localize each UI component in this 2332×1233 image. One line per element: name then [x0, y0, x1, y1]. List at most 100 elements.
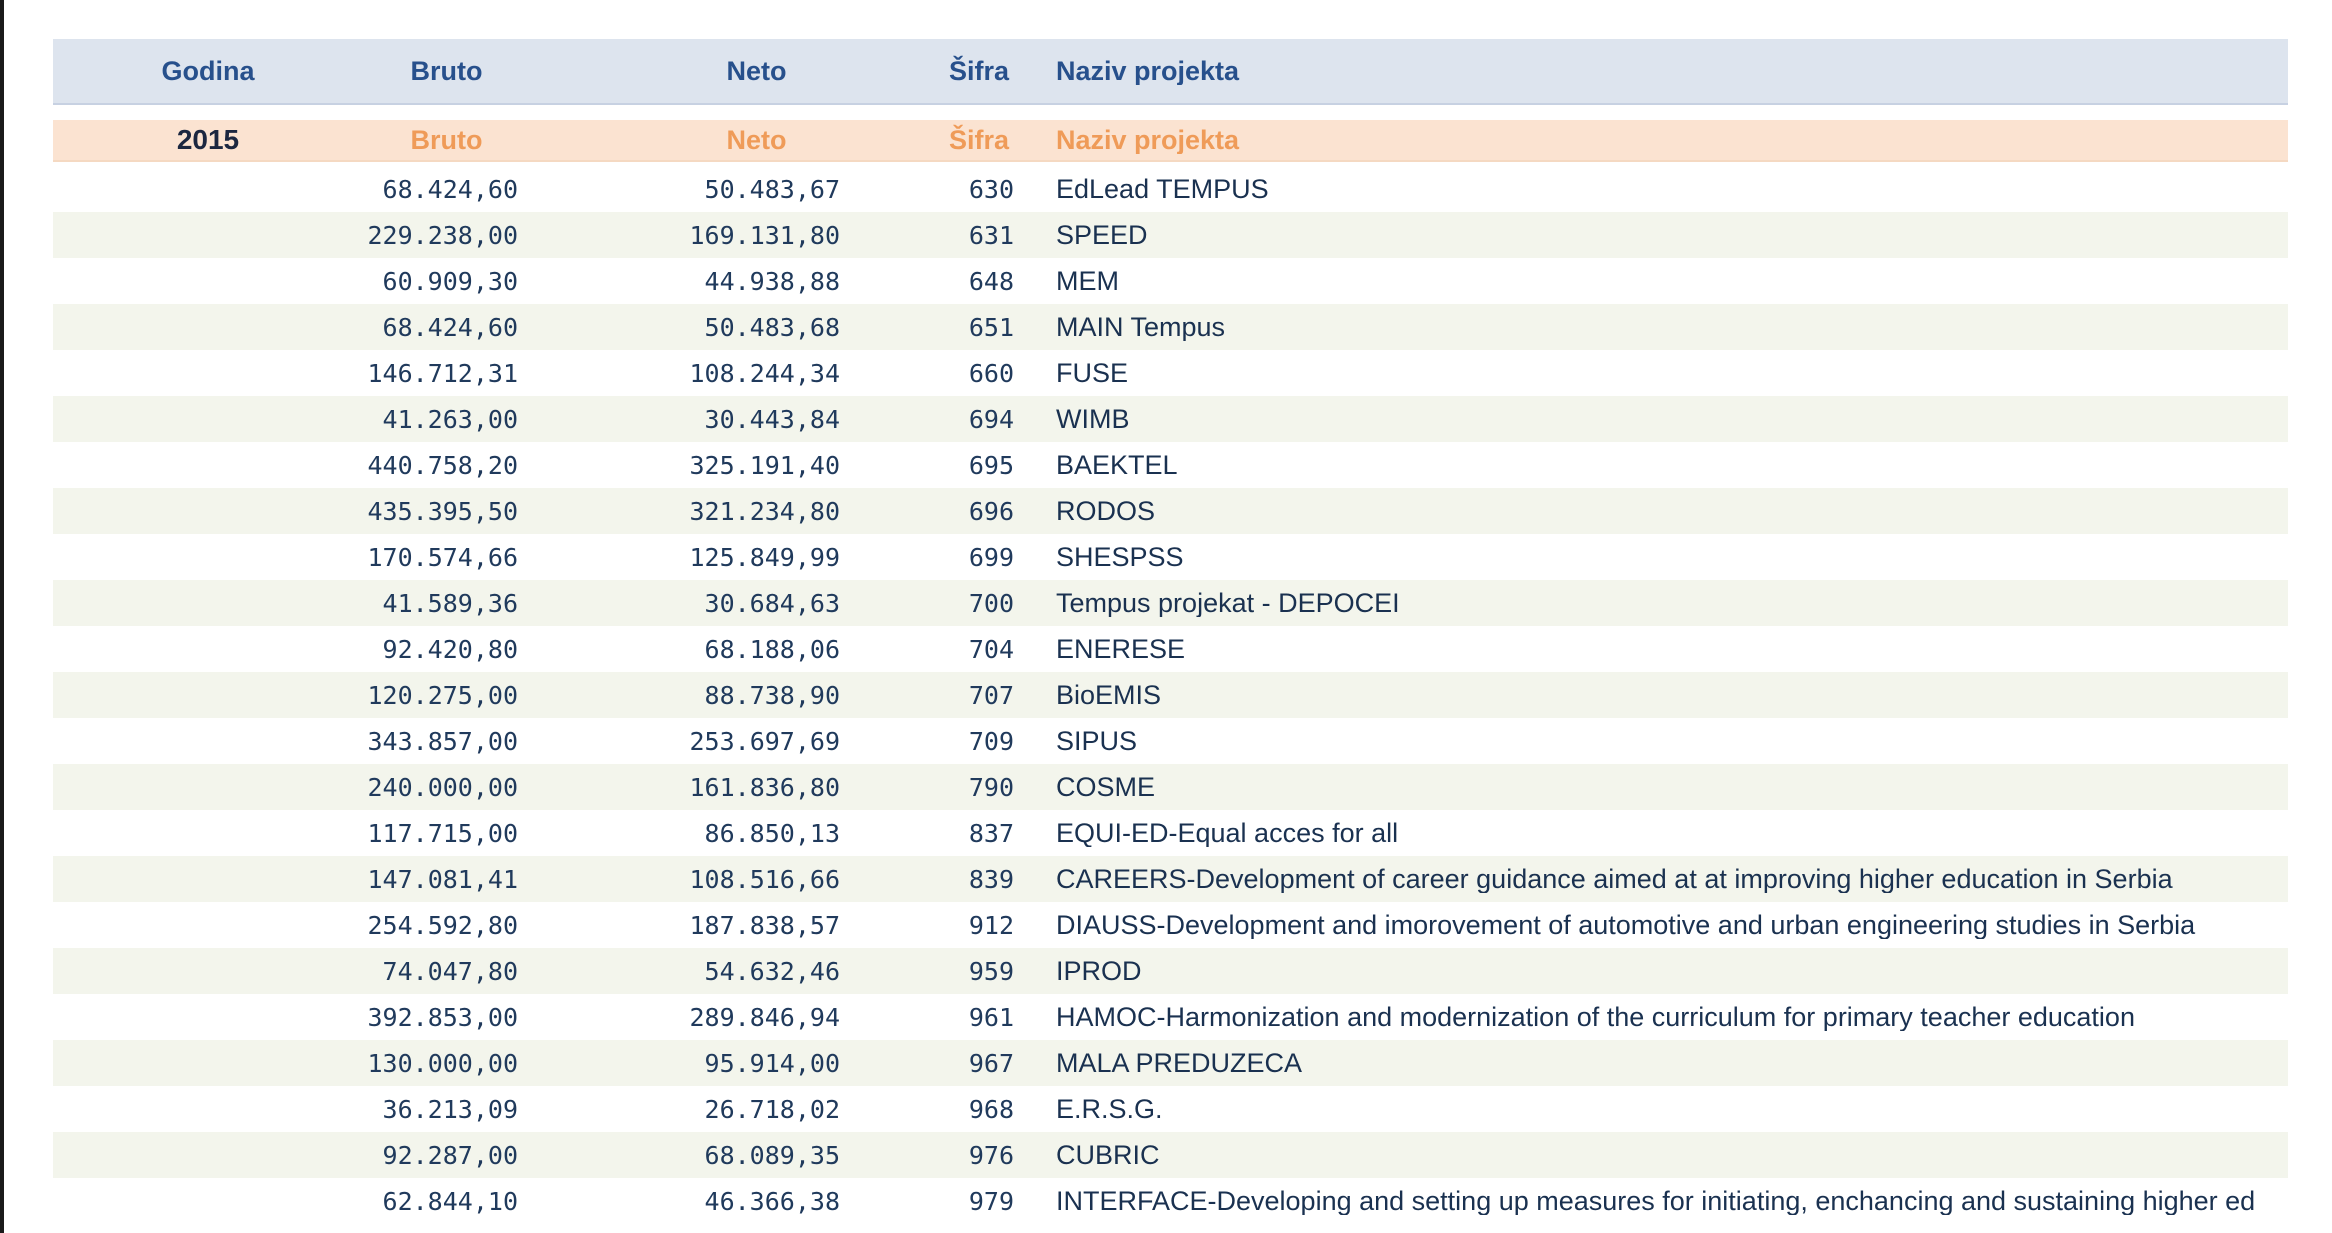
cell-naziv[interactable]: E.R.S.G.	[1056, 1095, 1163, 1123]
cell-neto[interactable]: 46.366,38	[704, 1186, 840, 1216]
cell-sifra[interactable]: 704	[968, 634, 1014, 664]
cell-naziv[interactable]: EQUI-ED-Equal acces for all	[1056, 819, 1399, 847]
cell-neto[interactable]: 50.483,67	[704, 174, 840, 204]
cell-sifra[interactable]: 959	[968, 956, 1014, 986]
cell-naziv[interactable]: DIAUSS-Development and imorovement of au…	[1056, 911, 2196, 939]
year-subheader-bruto[interactable]: Bruto	[410, 124, 483, 155]
cell-bruto[interactable]: 41.589,36	[382, 588, 518, 618]
cell-bruto[interactable]: 240.000,00	[367, 772, 518, 802]
cell-neto[interactable]: 325.191,40	[689, 450, 840, 480]
cell-bruto[interactable]: 170.574,66	[367, 542, 518, 572]
cell-neto[interactable]: 86.850,13	[704, 818, 840, 848]
cell-neto[interactable]: 95.914,00	[704, 1048, 840, 1078]
cell-neto[interactable]: 321.234,80	[689, 496, 840, 526]
cell-naziv[interactable]: RODOS	[1056, 497, 1156, 525]
cell-naziv[interactable]: EdLead TEMPUS	[1056, 175, 1269, 203]
cell-bruto[interactable]: 120.275,00	[367, 680, 518, 710]
cell-bruto[interactable]: 146.712,31	[367, 358, 518, 388]
cell-sifra[interactable]: 660	[968, 358, 1014, 388]
cell-naziv[interactable]: MALA PREDUZECA	[1056, 1049, 1303, 1077]
cell-bruto[interactable]: 147.081,41	[367, 864, 518, 894]
cell-bruto[interactable]: 92.287,00	[382, 1140, 518, 1170]
cell-naziv[interactable]: WIMB	[1056, 405, 1130, 433]
cell-neto[interactable]: 50.483,68	[704, 312, 840, 342]
cell-sifra[interactable]: 979	[968, 1186, 1014, 1216]
cell-bruto[interactable]: 229.238,00	[367, 220, 518, 250]
cell-naziv[interactable]: INTERFACE-Developing and setting up meas…	[1056, 1187, 2256, 1215]
cell-sifra[interactable]: 967	[968, 1048, 1014, 1078]
header-neto[interactable]: Neto	[726, 55, 787, 86]
year-value[interactable]: 2015	[176, 124, 240, 155]
cell-neto[interactable]: 289.846,94	[689, 1002, 840, 1032]
cell-naziv[interactable]: Tempus projekat - DEPOCEI	[1056, 589, 1400, 617]
cell-bruto[interactable]: 60.909,30	[382, 266, 518, 296]
cell-bruto[interactable]: 392.853,00	[367, 1002, 518, 1032]
cell-neto[interactable]: 108.516,66	[689, 864, 840, 894]
cell-neto[interactable]: 44.938,88	[704, 266, 840, 296]
cell-bruto[interactable]: 440.758,20	[367, 450, 518, 480]
cell-neto[interactable]: 26.718,02	[704, 1094, 840, 1124]
cell-sifra[interactable]: 695	[968, 450, 1014, 480]
cell-sifra[interactable]: 961	[968, 1002, 1014, 1032]
cell-naziv[interactable]: ENERESE	[1056, 635, 1186, 663]
cell-bruto[interactable]: 117.715,00	[367, 818, 518, 848]
cell-bruto[interactable]: 68.424,60	[382, 312, 518, 342]
header-godina[interactable]: Godina	[161, 55, 255, 86]
cell-naziv[interactable]: MEM	[1056, 267, 1119, 295]
cell-naziv[interactable]: SPEED	[1056, 221, 1148, 249]
cell-neto[interactable]: 125.849,99	[689, 542, 840, 572]
cell-neto[interactable]: 108.244,34	[689, 358, 840, 388]
cell-neto[interactable]: 253.697,69	[689, 726, 840, 756]
cell-sifra[interactable]: 707	[968, 680, 1014, 710]
cell-sifra[interactable]: 839	[968, 864, 1014, 894]
cell-bruto[interactable]: 435.395,50	[367, 496, 518, 526]
cell-bruto[interactable]: 41.263,00	[382, 404, 518, 434]
cell-naziv[interactable]: CAREERS-Development of career guidance a…	[1056, 865, 2173, 893]
cell-bruto[interactable]: 36.213,09	[382, 1094, 518, 1124]
cell-sifra[interactable]: 837	[968, 818, 1014, 848]
cell-sifra[interactable]: 696	[968, 496, 1014, 526]
cell-sifra[interactable]: 976	[968, 1140, 1014, 1170]
cell-sifra[interactable]: 790	[968, 772, 1014, 802]
cell-sifra[interactable]: 630	[968, 174, 1014, 204]
year-subheader-naziv[interactable]: Naziv projekta	[1056, 126, 1240, 154]
cell-neto[interactable]: 68.089,35	[704, 1140, 840, 1170]
cell-naziv[interactable]: SIPUS	[1056, 727, 1138, 755]
year-subheader-neto[interactable]: Neto	[726, 124, 787, 155]
cell-sifra[interactable]: 912	[968, 910, 1014, 940]
cell-naziv[interactable]: COSME	[1056, 773, 1156, 801]
cell-sifra[interactable]: 631	[968, 220, 1014, 250]
cell-naziv[interactable]: MAIN Tempus	[1056, 313, 1226, 341]
cell-naziv[interactable]: CUBRIC	[1056, 1141, 1160, 1169]
cell-neto[interactable]: 88.738,90	[704, 680, 840, 710]
cell-sifra[interactable]: 700	[968, 588, 1014, 618]
cell-neto[interactable]: 30.443,84	[704, 404, 840, 434]
cell-neto[interactable]: 54.632,46	[704, 956, 840, 986]
cell-bruto[interactable]: 92.420,80	[382, 634, 518, 664]
cell-sifra[interactable]: 648	[968, 266, 1014, 296]
cell-naziv[interactable]: FUSE	[1056, 359, 1129, 387]
cell-naziv[interactable]: HAMOC-Harmonization and modernization of…	[1056, 1003, 2135, 1031]
cell-neto[interactable]: 187.838,57	[689, 910, 840, 940]
header-bruto[interactable]: Bruto	[410, 55, 483, 86]
cell-bruto[interactable]: 74.047,80	[382, 956, 518, 986]
cell-bruto[interactable]: 62.844,10	[382, 1186, 518, 1216]
header-sifra[interactable]: Šifra	[948, 55, 1010, 86]
cell-naziv[interactable]: BAEKTEL	[1056, 451, 1178, 479]
cell-naziv[interactable]: SHESPSS	[1056, 543, 1184, 571]
cell-bruto[interactable]: 254.592,80	[367, 910, 518, 940]
cell-sifra[interactable]: 709	[968, 726, 1014, 756]
cell-neto[interactable]: 169.131,80	[689, 220, 840, 250]
cell-sifra[interactable]: 651	[968, 312, 1014, 342]
cell-naziv[interactable]: BioEMIS	[1056, 681, 1162, 709]
cell-bruto[interactable]: 130.000,00	[367, 1048, 518, 1078]
cell-sifra[interactable]: 694	[968, 404, 1014, 434]
cell-bruto[interactable]: 343.857,00	[367, 726, 518, 756]
cell-bruto[interactable]: 68.424,60	[382, 174, 518, 204]
cell-sifra[interactable]: 699	[968, 542, 1014, 572]
cell-neto[interactable]: 161.836,80	[689, 772, 840, 802]
header-naziv-projekta[interactable]: Naziv projekta	[1056, 57, 1240, 85]
cell-neto[interactable]: 68.188,06	[704, 634, 840, 664]
year-subheader-sifra[interactable]: Šifra	[948, 124, 1010, 155]
cell-naziv[interactable]: IPROD	[1056, 957, 1142, 985]
